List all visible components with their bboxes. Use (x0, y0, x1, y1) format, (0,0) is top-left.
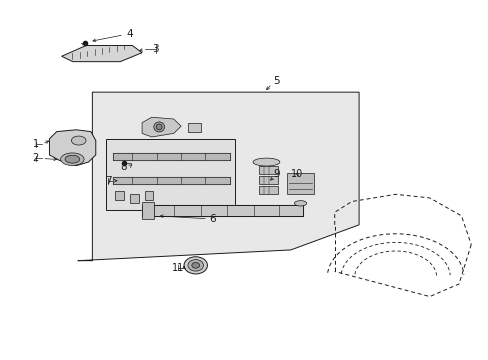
Ellipse shape (294, 201, 306, 206)
Text: 5: 5 (272, 76, 279, 86)
Text: 8: 8 (121, 162, 127, 172)
Bar (259, 186, 277, 194)
Ellipse shape (65, 155, 80, 163)
Bar (144, 191, 153, 200)
Bar (130, 194, 139, 203)
Polygon shape (78, 92, 358, 261)
Ellipse shape (71, 136, 86, 145)
Ellipse shape (191, 262, 199, 268)
Bar (259, 166, 277, 174)
Polygon shape (49, 130, 96, 166)
Ellipse shape (183, 257, 207, 274)
Polygon shape (142, 117, 181, 137)
Bar (105, 139, 234, 211)
Text: 1: 1 (33, 139, 39, 149)
Text: 9: 9 (272, 169, 279, 179)
Ellipse shape (156, 124, 162, 130)
Bar (188, 123, 200, 132)
Bar (287, 173, 314, 194)
Ellipse shape (252, 158, 279, 166)
Ellipse shape (187, 260, 203, 271)
Text: 2: 2 (33, 153, 39, 163)
Text: 7: 7 (104, 176, 111, 186)
Ellipse shape (154, 122, 164, 132)
Text: 3: 3 (152, 44, 159, 54)
Text: 10: 10 (290, 168, 302, 179)
Bar (142, 202, 154, 220)
Ellipse shape (61, 153, 84, 166)
Bar (259, 176, 277, 184)
Text: 4: 4 (126, 29, 133, 39)
Polygon shape (61, 45, 142, 62)
Bar (115, 191, 124, 200)
Text: 6: 6 (209, 215, 216, 224)
Text: 11: 11 (171, 262, 183, 273)
